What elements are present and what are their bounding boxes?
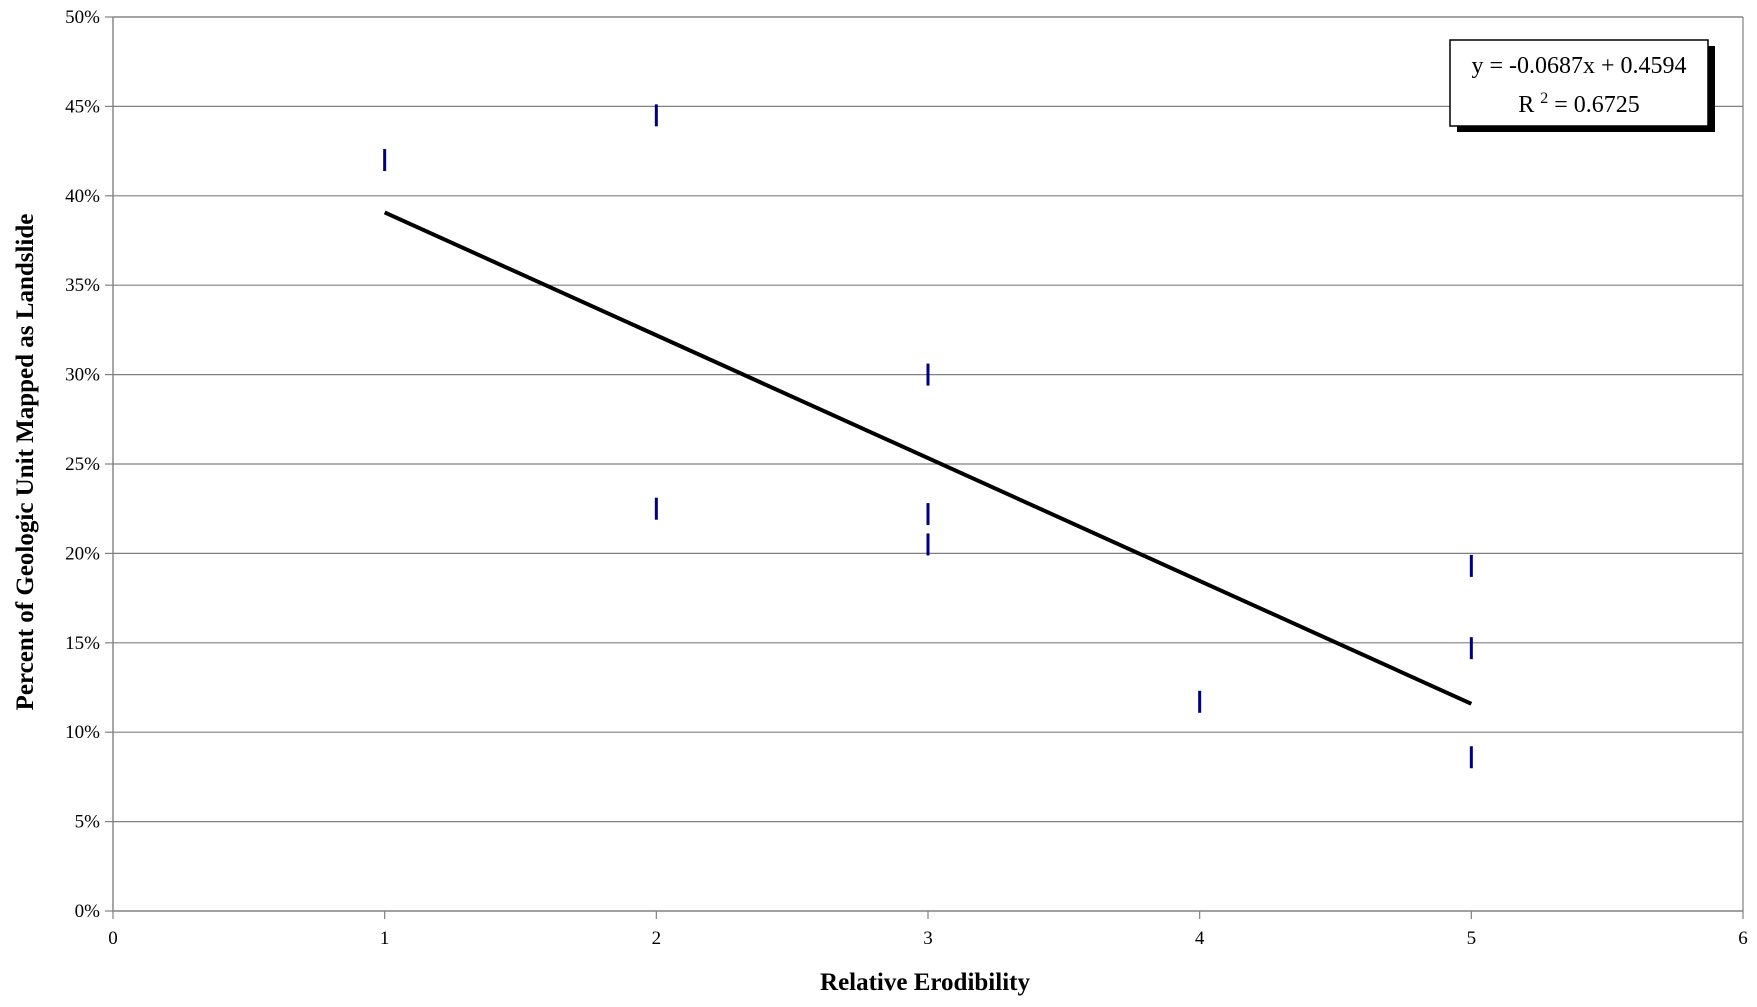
x-tick-labels: 0 1 2 3 4 5 6 bbox=[108, 928, 1748, 949]
y-tick-label: 5% bbox=[75, 812, 101, 833]
axes bbox=[105, 16, 1744, 919]
y-tick-label: 20% bbox=[65, 543, 100, 564]
trendline bbox=[383, 210, 1473, 706]
gridlines bbox=[113, 16, 1743, 823]
x-tick-label: 5 bbox=[1467, 928, 1477, 949]
y-tick-label: 30% bbox=[65, 365, 100, 386]
trendline-equation: y = -0.0687x + 0.4594 bbox=[1471, 53, 1686, 79]
y-tick-label: 25% bbox=[65, 454, 100, 475]
x-tick-label: 4 bbox=[1195, 928, 1205, 949]
r-squared-prefix: R bbox=[1518, 92, 1534, 118]
trendline-layer bbox=[383, 210, 1473, 706]
r-squared-exponent: 2 bbox=[1540, 90, 1548, 107]
r-squared-label: R 2 = 0.6725 bbox=[1518, 83, 1640, 118]
y-tick-label: 40% bbox=[65, 186, 100, 207]
x-tick-label: 2 bbox=[652, 928, 662, 949]
y-tick-label: 0% bbox=[75, 901, 101, 922]
y-tick-label: 15% bbox=[65, 633, 100, 654]
data-points bbox=[383, 104, 1473, 769]
x-tick-label: 6 bbox=[1738, 928, 1748, 949]
r-squared-value: = 0.6725 bbox=[1554, 92, 1640, 118]
y-tick-label: 35% bbox=[65, 275, 100, 296]
y-tick-label: 10% bbox=[65, 722, 100, 743]
y-tick-labels: 0% 5% 10% 15% 20% 25% 30% 35% 40% 45% 50% bbox=[65, 7, 100, 922]
trendline-equation-box: y = -0.0687x + 0.4594 R 2 = 0.6725 bbox=[1449, 39, 1715, 132]
x-tick-label: 1 bbox=[380, 928, 390, 949]
x-tick-label: 0 bbox=[108, 928, 118, 949]
equation-box-frame bbox=[1449, 39, 1709, 127]
y-tick-label: 50% bbox=[65, 7, 100, 28]
x-axis-title: Relative Erodibility bbox=[820, 969, 1030, 996]
y-tick-label: 45% bbox=[65, 96, 100, 117]
y-axis-title: Percent of Geologic Unit Mapped as Lands… bbox=[12, 214, 39, 711]
x-tick-label: 3 bbox=[923, 928, 933, 949]
